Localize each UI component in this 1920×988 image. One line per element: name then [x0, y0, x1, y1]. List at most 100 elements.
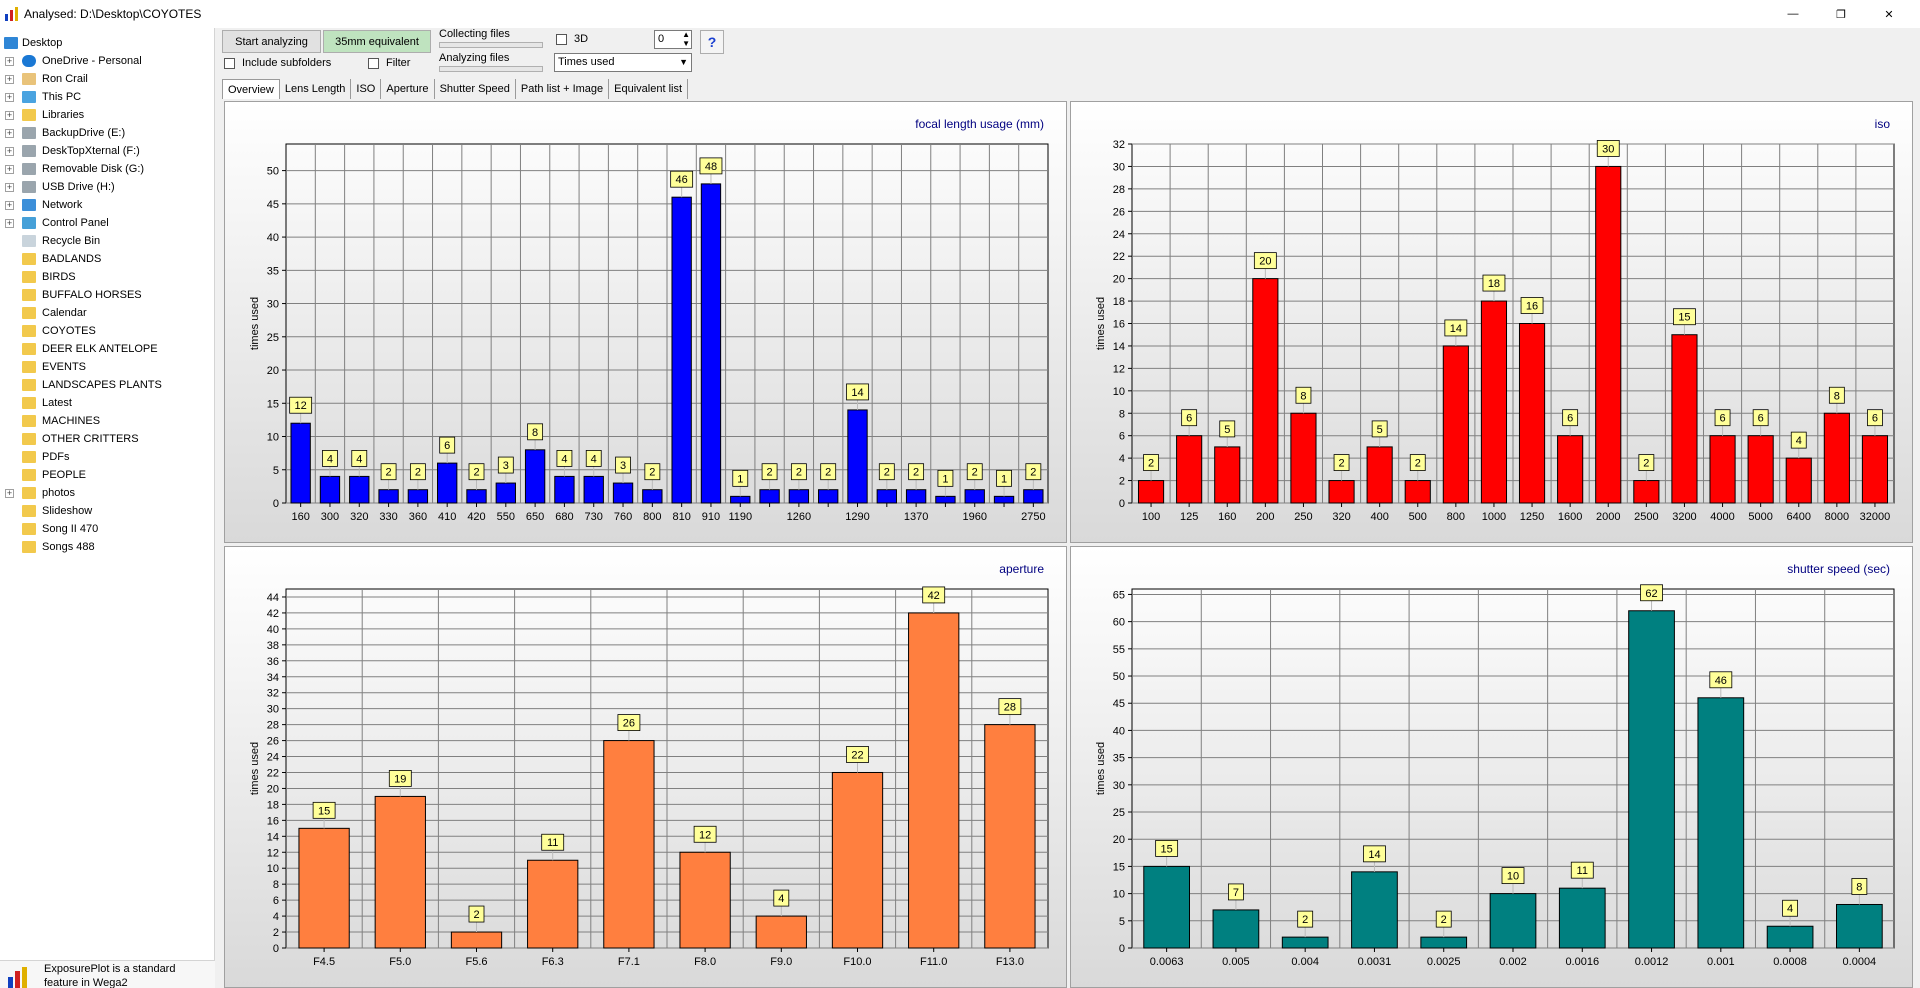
sidebar-item-calendar[interactable]: Calendar: [0, 305, 210, 321]
minimize-button[interactable]: —: [1770, 0, 1816, 28]
sidebar-item-other-critters[interactable]: OTHER CRITTERS: [0, 431, 210, 447]
y-tick-label: 20: [267, 365, 279, 377]
spin-up-icon[interactable]: ▲: [682, 30, 690, 39]
x-tick-label: 300: [321, 511, 339, 523]
spin-down-icon[interactable]: ▼: [682, 39, 690, 48]
folder-tree[interactable]: Desktop + OneDrive - Personal + Ron Crail + Th…: [0, 28, 215, 988]
spin-input[interactable]: 0 ▲ ▼: [654, 30, 692, 49]
x-tick-label: 1000: [1482, 511, 1506, 523]
data-label-box: [1333, 454, 1350, 471]
expand-icon[interactable]: +: [5, 181, 14, 192]
x-tick-label: 2000: [1596, 511, 1620, 523]
sidebar-item-onedrive-personal[interactable]: + OneDrive - Personal: [0, 53, 210, 69]
sidebar-item-label: Control Panel: [42, 217, 109, 229]
sidebar-item-recycle-bin[interactable]: Recycle Bin: [0, 233, 210, 249]
sidebar-item-badlands[interactable]: BADLANDS: [0, 251, 210, 267]
filter-checkbox[interactable]: [368, 58, 379, 69]
expand-icon[interactable]: +: [5, 163, 14, 174]
bar: [1281, 936, 1329, 949]
sidebar-item-usb-drive-h[interactable]: + USB Drive (H:): [0, 179, 210, 195]
expand-icon[interactable]: +: [5, 487, 14, 498]
sidebar-item-backupdrive-e[interactable]: + BackupDrive (E:): [0, 125, 210, 141]
expand-icon[interactable]: +: [5, 145, 14, 156]
sidebar-item-songs-488[interactable]: Songs 488: [0, 539, 210, 555]
sidebar-item-removable-disk-g[interactable]: + Removable Disk (G:): [0, 161, 210, 177]
x-tick-label: 360: [409, 511, 427, 523]
promo-note: ExposurePlot is a standard feature in We…: [0, 960, 215, 988]
x-tick-label: 1960: [962, 511, 986, 523]
data-label-box: [1025, 463, 1042, 481]
sidebar-item-network[interactable]: + Network: [0, 197, 210, 213]
include-subfolders-checkbox[interactable]: [224, 58, 235, 69]
start-analyzing-button[interactable]: Start analyzing: [222, 30, 321, 53]
sidebar-item-people[interactable]: PEOPLE: [0, 467, 210, 483]
data-label-box: [908, 463, 925, 481]
sidebar-item-pdfs[interactable]: PDFs: [0, 449, 210, 465]
sidebar-item-label: USB Drive (H:): [42, 181, 115, 193]
x-tick-label: 0.002: [1499, 956, 1527, 968]
sidebar-item-song-ii-470[interactable]: Song II 470: [0, 521, 210, 537]
mode-select[interactable]: Times used ▼: [554, 53, 692, 72]
help-icon: ?: [707, 34, 717, 50]
x-tick-label: 250: [1294, 511, 1312, 523]
data-label: 22: [851, 749, 863, 761]
tab-overview[interactable]: Overview: [222, 79, 280, 99]
y-tick-label: 32: [1113, 139, 1125, 151]
bar: [374, 795, 426, 949]
data-label-box: [1638, 454, 1655, 471]
analyzing-files-label: Analyzing files: [439, 52, 510, 64]
filter-label: Filter: [386, 57, 411, 69]
chevron-down-icon: ▼: [679, 57, 688, 67]
sidebar-item-desktop[interactable]: Desktop: [0, 35, 210, 51]
sidebar-item-label: Desktop: [22, 37, 63, 49]
y-tick-label: 38: [267, 640, 279, 652]
sidebar-item-label: Latest: [42, 397, 72, 409]
expand-icon[interactable]: +: [5, 55, 14, 66]
bar: [450, 931, 503, 949]
y-tick-label: 30: [267, 299, 279, 311]
sidebar-item-buffalo-horses[interactable]: BUFFALO HORSES: [0, 287, 210, 303]
equivalent-35mm-button[interactable]: 35mm equivalent: [323, 30, 431, 53]
close-button[interactable]: ✕: [1866, 0, 1912, 28]
tab-shutter-speed[interactable]: Shutter Speed: [434, 79, 516, 99]
data-label: 11: [547, 837, 558, 849]
data-label-box: [761, 463, 778, 481]
sidebar-item-latest[interactable]: Latest: [0, 395, 210, 411]
bar: [1023, 489, 1044, 504]
sidebar-item-slideshow[interactable]: Slideshow: [0, 503, 210, 519]
tab-lens-length[interactable]: Lens Length: [279, 79, 352, 99]
sidebar-item-ron-crail[interactable]: + Ron Crail: [0, 71, 210, 87]
help-button[interactable]: ?: [700, 30, 724, 54]
sidebar-item-deer-elk-antelope[interactable]: DEER ELK ANTELOPE: [0, 341, 210, 357]
expand-icon[interactable]: +: [5, 73, 14, 84]
sidebar-item-coyotes[interactable]: COYOTES: [0, 323, 210, 339]
sidebar-item-events[interactable]: EVENTS: [0, 359, 210, 375]
sidebar-item-libraries[interactable]: + Libraries: [0, 107, 210, 123]
three-d-checkbox[interactable]: [556, 34, 567, 45]
sidebar-item-control-panel[interactable]: + Control Panel: [0, 215, 210, 231]
tab-iso[interactable]: ISO: [351, 79, 382, 99]
y-tick-label: 50: [1113, 671, 1125, 683]
expand-icon[interactable]: +: [5, 199, 14, 210]
expand-icon[interactable]: +: [5, 91, 14, 102]
sidebar-item-label: COYOTES: [42, 325, 96, 337]
bar: [1290, 412, 1317, 504]
sidebar-item-desktopxternal-f[interactable]: + DeskTopXternal (F:): [0, 143, 210, 159]
y-tick-label: 0: [273, 943, 279, 955]
y-tick-label: 12: [267, 847, 279, 859]
folder-icon: [22, 109, 36, 121]
expand-icon[interactable]: +: [5, 109, 14, 120]
sidebar-item-this-pc[interactable]: + This PC: [0, 89, 210, 105]
sidebar-item-landscapes-plants[interactable]: LANDSCAPES PLANTS: [0, 377, 210, 393]
tab-path-list-image[interactable]: Path list + Image: [515, 79, 610, 99]
tab-equivalent-list[interactable]: Equivalent list: [609, 79, 689, 99]
bar: [319, 475, 341, 504]
expand-icon[interactable]: +: [5, 217, 14, 228]
sidebar-item-photos[interactable]: + photos: [0, 485, 210, 501]
sidebar-item-birds[interactable]: BIRDS: [0, 269, 210, 285]
expand-icon[interactable]: +: [5, 127, 14, 138]
sidebar-item-machines[interactable]: MACHINES: [0, 413, 210, 429]
data-label: 4: [356, 453, 362, 465]
maximize-button[interactable]: ❐: [1818, 0, 1864, 28]
tab-aperture[interactable]: Aperture: [381, 79, 435, 99]
